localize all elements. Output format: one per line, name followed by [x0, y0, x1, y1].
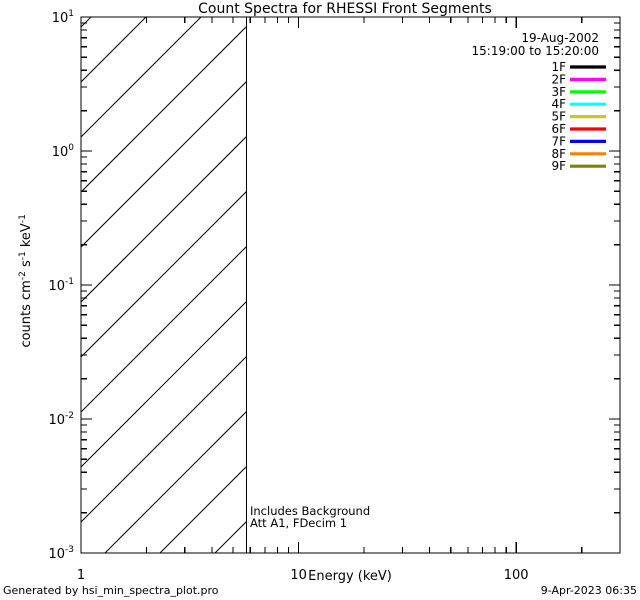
page-title: Count Spectra for RHESSI Front Segments	[198, 1, 492, 17]
hatch-line	[81, 356, 246, 523]
hatch-line	[104, 411, 246, 553]
annotation-att-fdecim: Att A1, FDecim 1	[250, 516, 347, 530]
legend-item-7f[interactable]: 7F	[551, 134, 606, 148]
legend-item-3f[interactable]: 3F	[551, 85, 606, 99]
hatch-line	[159, 466, 246, 553]
hatch-line	[81, 191, 246, 358]
legend-item-label: 1F	[551, 60, 566, 74]
hatch-line	[81, 301, 246, 468]
x-tick-label: 100	[504, 568, 529, 583]
y-axis-title-exp1: -2	[18, 271, 28, 280]
legend-item-8f[interactable]: 8F	[551, 147, 606, 161]
x-tick-label: 1	[77, 568, 85, 583]
legend-date: 19-Aug-2002	[521, 31, 599, 45]
y-axis-tick-labels: 101 100 10-1 10-2 10-3	[48, 9, 74, 562]
hatch-line	[81, 246, 246, 413]
y-axis-title-base: counts cm	[19, 280, 34, 347]
hatch-line	[81, 17, 202, 138]
legend-item-4f[interactable]: 4F	[551, 97, 606, 111]
legend-time-range: 15:19:00 to 15:20:00	[472, 44, 599, 58]
footer-timestamp: 9-Apr-2023 06:35	[541, 584, 637, 597]
y-axis-title-mid2: keV	[19, 223, 34, 251]
hatch-line	[214, 521, 246, 553]
y-tick-label: 101	[52, 9, 74, 26]
hatch-line	[81, 17, 92, 28]
y-axis-ticks	[81, 16, 620, 554]
y-tick-label: 100	[52, 143, 75, 160]
footer-generated-by: Generated by hsi_min_spectra_plot.pro	[3, 584, 219, 597]
hatch-line	[81, 26, 246, 193]
legend-item-label: 6F	[551, 122, 566, 136]
plot-frame	[80, 16, 621, 554]
y-tick-label: 10-3	[48, 545, 74, 562]
x-axis-tick-labels: 1 10 100	[77, 568, 529, 583]
y-tick-label: 10-1	[48, 277, 74, 294]
x-axis-ticks	[80, 17, 621, 553]
legend-item-label: 7F	[551, 134, 566, 148]
legend-item-1f[interactable]: 1F	[551, 60, 606, 74]
y-axis-title-exp3: -1	[18, 214, 28, 223]
legend-item-5f[interactable]: 5F	[551, 110, 606, 124]
svg-text:counts cm-2 s-1 keV-1: counts cm-2 s-1 keV-1	[14, 194, 34, 377]
hatch-line	[81, 81, 246, 248]
legend-item-label: 4F	[551, 97, 566, 111]
legend-item-label: 2F	[551, 72, 566, 86]
y-axis-title: counts cm-2 s-1 keV-1	[14, 194, 34, 377]
legend-item-label: 8F	[551, 147, 566, 161]
y-axis-title-mid1: s	[19, 260, 34, 271]
legend-item-label: 5F	[551, 110, 566, 124]
legend-item-label: 3F	[551, 85, 566, 99]
annotation-includes-background: Includes Background	[250, 504, 370, 518]
x-axis-title: Energy (keV)	[308, 569, 392, 584]
x-tick-label: 10	[290, 568, 307, 583]
y-tick-label: 10-2	[48, 411, 74, 428]
y-axis-title-exp2: -1	[18, 251, 28, 260]
legend-item-label: 9F	[551, 159, 566, 173]
legend-item-9f[interactable]: 9F	[551, 159, 606, 173]
legend-item-6f[interactable]: 6F	[551, 122, 606, 136]
legend-item-2f[interactable]: 2F	[551, 72, 606, 86]
